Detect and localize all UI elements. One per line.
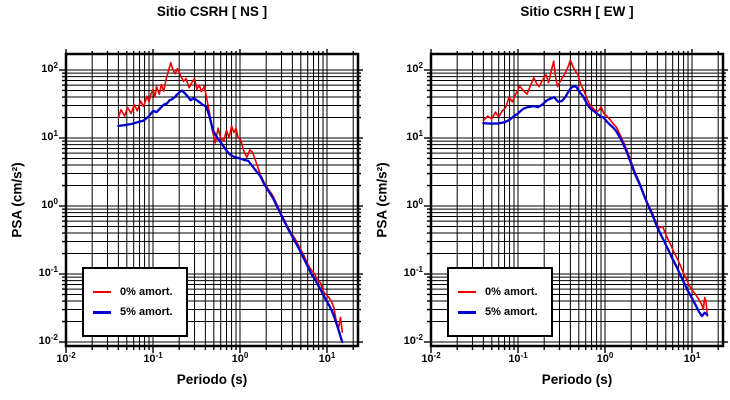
y-tick-label: 100 (12, 197, 58, 214)
tick-exponent: -2 (68, 351, 76, 360)
tick-base: 10 (231, 353, 244, 365)
tick-exponent: -2 (50, 333, 58, 342)
legend-swatch-0pct (93, 290, 111, 294)
tick-base: 10 (318, 353, 331, 365)
tick-base: 10 (508, 353, 521, 365)
y-tick-label: 10-1 (12, 265, 58, 282)
legend-swatch-5pct (458, 310, 476, 314)
legend-item: 5% amort. (93, 306, 186, 318)
tick-base: 10 (406, 63, 419, 75)
y-tick-label: 102 (12, 61, 58, 78)
chart-ns: Sitio CSRH [ NS ] 10-2 10-1 100 101 102 101 100… (9, 4, 363, 387)
legend-swatch-5pct (93, 310, 111, 314)
x-axis-title: Periodo (s) (176, 372, 248, 387)
series-line-5pct-amort (482, 84, 709, 318)
tick-exponent: -2 (415, 333, 423, 342)
tick-exponent: 2 (418, 61, 423, 70)
x-tick-label: 10-1 (498, 351, 538, 368)
tick-exponent: 1 (53, 129, 58, 138)
tick-exponent: 0 (608, 351, 614, 360)
legend: 0% amort. 5% amort. (447, 267, 553, 337)
series-line-0pct-amort (482, 59, 709, 317)
plot-frame (429, 52, 725, 348)
tick-exponent: -1 (415, 265, 423, 274)
tick-exponent: -1 (155, 351, 163, 360)
grid (431, 54, 723, 346)
legend-swatch-0pct (458, 290, 476, 294)
tick-base: 10 (41, 131, 54, 143)
plot-svg (59, 49, 363, 353)
legend-label: 5% amort. (120, 306, 173, 318)
legend-label: 0% amort. (120, 286, 173, 298)
tick-base: 10 (38, 335, 51, 347)
legend-item: 0% amort. (458, 286, 551, 298)
y-tick-label: 101 (12, 129, 58, 146)
y-tick-label: 102 (377, 61, 423, 78)
y-tick-label: 101 (377, 129, 423, 146)
tick-base: 10 (596, 353, 609, 365)
tick-exponent: 1 (330, 351, 336, 360)
y-tick-label: 10-2 (377, 333, 423, 350)
x-tick-label: 10-2 (46, 351, 86, 368)
series-line-5pct-amort (117, 89, 344, 344)
plot-frame (64, 52, 360, 348)
x-tick-label: 100 (585, 351, 625, 368)
plot-svg (424, 49, 728, 353)
tick-base: 10 (41, 63, 54, 75)
tick-base: 10 (38, 267, 51, 279)
tick-exponent: 0 (243, 351, 249, 360)
tick-base: 10 (143, 353, 156, 365)
tick-base: 10 (406, 199, 419, 211)
tick-base: 10 (403, 335, 416, 347)
y-tick-label: 10-2 (12, 333, 58, 350)
legend-item: 5% amort. (458, 306, 551, 318)
tick-base: 10 (41, 199, 54, 211)
x-tick-label: 100 (220, 351, 260, 368)
tick-exponent: 0 (53, 197, 58, 206)
tick-base: 10 (683, 353, 696, 365)
x-tick-label: 10-2 (411, 351, 451, 368)
y-axis-title: PSA (cm/s²) (374, 162, 390, 238)
chart-title: Sitio CSRH [ EW ] (520, 4, 634, 19)
chart-title: Sitio CSRH [ NS ] (156, 4, 268, 19)
x-tick-label: 101 (672, 351, 712, 368)
x-tick-label: 101 (307, 351, 347, 368)
legend: 0% amort. 5% amort. (82, 267, 188, 337)
chart-ew: Sitio CSRH [ EW ] 10-2 10-1 100 101 102 101 100… (365, 0, 730, 400)
y-axis-title: PSA (cm/s²) (9, 162, 25, 238)
tick-exponent: 1 (418, 129, 423, 138)
tick-base: 10 (421, 353, 434, 365)
x-tick-label: 10-1 (133, 351, 173, 368)
tick-exponent: 0 (418, 197, 423, 206)
tick-exponent: -1 (520, 351, 528, 360)
tick-base: 10 (56, 353, 69, 365)
tick-exponent: -1 (50, 265, 58, 274)
legend-label: 0% amort. (485, 286, 538, 298)
legend-item: 0% amort. (93, 286, 186, 298)
y-tick-label: 100 (377, 197, 423, 214)
tick-exponent: 1 (695, 351, 701, 360)
tick-base: 10 (406, 131, 419, 143)
tick-exponent: -2 (433, 351, 441, 360)
legend-label: 5% amort. (485, 306, 538, 318)
x-axis-title: Periodo (s) (541, 372, 613, 387)
tick-exponent: 2 (53, 61, 58, 70)
tick-base: 10 (403, 267, 416, 279)
y-tick-label: 10-1 (377, 265, 423, 282)
